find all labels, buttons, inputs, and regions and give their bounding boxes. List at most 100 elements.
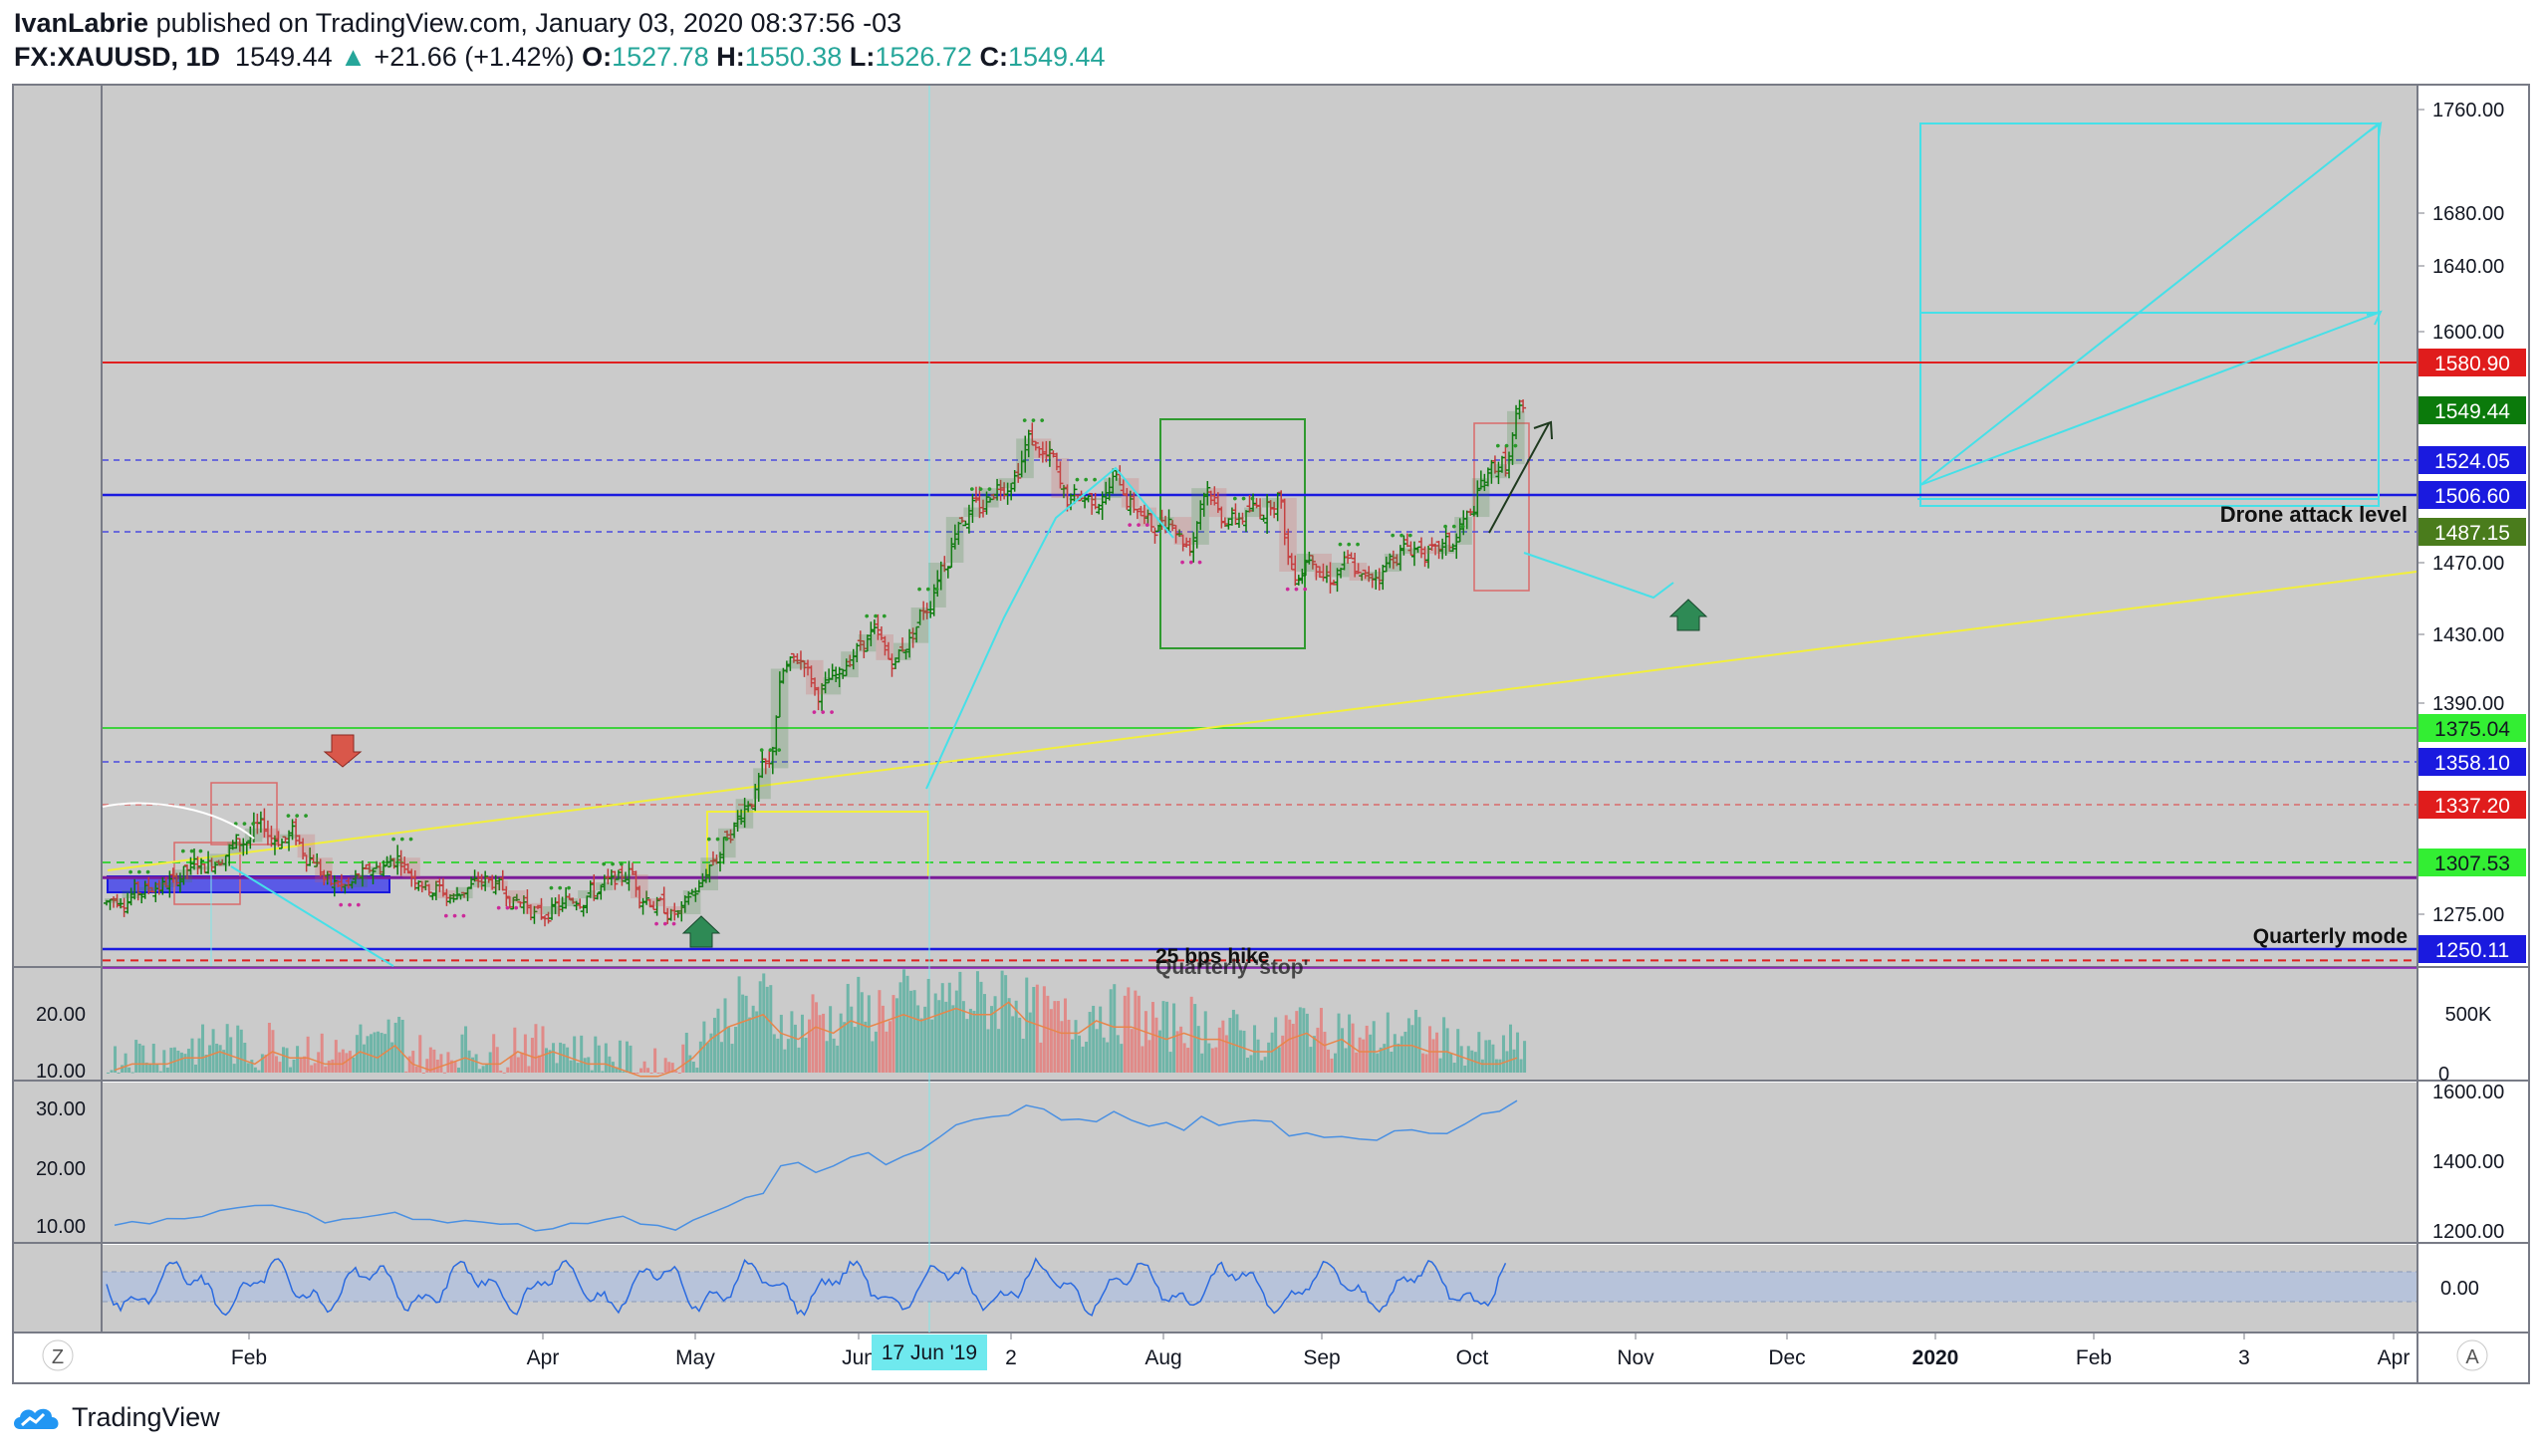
main-pane-bg[interactable] — [103, 86, 2416, 966]
volume-bar — [580, 1035, 584, 1073]
candle — [1169, 520, 1176, 532]
volume-bar — [1383, 1044, 1387, 1073]
volume-bar — [1372, 1021, 1376, 1073]
candle — [1190, 532, 1197, 563]
low-value: 1526.72 — [875, 42, 972, 72]
candle — [556, 894, 563, 917]
volume-bar — [864, 1021, 868, 1073]
candle — [549, 897, 556, 920]
candle — [1239, 512, 1246, 525]
weekly-body — [1121, 478, 1140, 508]
volume-bar — [225, 1024, 229, 1073]
volume-bar — [1235, 1014, 1239, 1073]
volume-bar — [435, 1059, 439, 1073]
price-label: 1307.53 — [2434, 852, 2510, 875]
volume-bar — [926, 978, 930, 1073]
candle — [282, 836, 289, 844]
candle — [1046, 440, 1053, 467]
volume-bar — [236, 1025, 240, 1073]
open-label: O: — [582, 42, 613, 72]
zoom-button[interactable] — [42, 1339, 74, 1371]
volume-bar — [663, 1058, 667, 1073]
auto-scale-button-label[interactable]: A — [2465, 1346, 2479, 1368]
candle — [1425, 545, 1432, 569]
volume-bar — [954, 990, 958, 1073]
candle — [335, 879, 342, 887]
candle — [1281, 498, 1288, 546]
volume-bar — [1494, 1059, 1498, 1073]
candle — [580, 904, 587, 917]
up-triangle-icon: ▲ — [340, 42, 367, 72]
weekly-body — [858, 634, 877, 652]
volume-bar — [744, 995, 748, 1073]
candle — [125, 892, 131, 914]
candle — [425, 883, 432, 896]
volume-bar — [155, 1064, 159, 1073]
volume-bar — [1161, 1001, 1165, 1073]
candle — [499, 869, 506, 891]
symbol-label[interactable]: FX:XAUUSD, 1D — [14, 42, 221, 72]
candles-layer[interactable] — [104, 399, 1527, 927]
volume-bar — [629, 1045, 633, 1073]
volume-bar — [1379, 1047, 1383, 1073]
candle — [538, 897, 545, 920]
weekly-body — [1244, 507, 1262, 518]
candle — [857, 630, 864, 651]
volume-bar — [134, 1040, 138, 1073]
volume-bar — [264, 1054, 268, 1073]
candle — [738, 809, 745, 826]
candle — [868, 621, 875, 646]
rate-hike-label: 25 bps hike — [1155, 945, 1269, 968]
volume-bar — [846, 983, 850, 1073]
weekly-body — [613, 874, 631, 883]
ratio-pane-bg[interactable] — [103, 1083, 2416, 1242]
candle — [955, 521, 962, 546]
drawing-tools-layer[interactable] — [102, 121, 2383, 967]
volume-bar — [930, 1019, 934, 1073]
y-tick-label: 1470.00 — [2432, 553, 2504, 575]
volume-bar — [148, 1064, 152, 1073]
volume-bar — [559, 1042, 563, 1073]
candle — [1214, 492, 1221, 513]
candle — [861, 639, 868, 658]
volume-bar — [1074, 1020, 1078, 1073]
tradingview-cloud-icon[interactable] — [10, 1403, 64, 1433]
candle — [748, 803, 755, 810]
volume-bar — [1442, 1017, 1446, 1073]
weekly-body — [1279, 498, 1297, 572]
weekly-body — [735, 799, 754, 829]
weekly-body — [595, 882, 614, 891]
volume-bar — [320, 1033, 324, 1073]
candle — [545, 911, 552, 924]
volume-bar — [608, 1056, 612, 1073]
weekly-body — [1226, 517, 1244, 520]
volume-bar — [902, 969, 906, 1073]
candle — [367, 862, 373, 873]
candle — [1309, 555, 1316, 570]
candle — [1057, 461, 1064, 489]
candle — [1477, 470, 1484, 490]
candle — [226, 844, 233, 866]
volume-bar — [1049, 1009, 1053, 1073]
volume-bar — [485, 1064, 489, 1073]
tradingview-brand[interactable]: TradingView — [72, 1402, 220, 1432]
candle — [1442, 526, 1449, 556]
volume-bar — [1085, 1041, 1089, 1073]
weekly-body — [682, 890, 701, 914]
volume-bar — [594, 1036, 598, 1073]
volume-bar — [993, 996, 997, 1073]
candle — [951, 524, 958, 550]
candle — [899, 637, 906, 652]
zoom-button-label[interactable]: Z — [52, 1346, 64, 1368]
volume-bar — [439, 1054, 443, 1073]
weekly-body — [402, 857, 420, 878]
author-name[interactable]: IvanLabrie — [14, 8, 149, 38]
signal-dots: • • • — [654, 915, 677, 931]
volume-bar — [425, 1059, 429, 1073]
price-label: 1375.04 — [2434, 718, 2510, 741]
volume-bar — [1078, 1035, 1082, 1073]
auto-scale-button[interactable] — [2456, 1339, 2488, 1371]
volume-bar — [114, 1046, 118, 1073]
volume-bar — [411, 1051, 415, 1073]
